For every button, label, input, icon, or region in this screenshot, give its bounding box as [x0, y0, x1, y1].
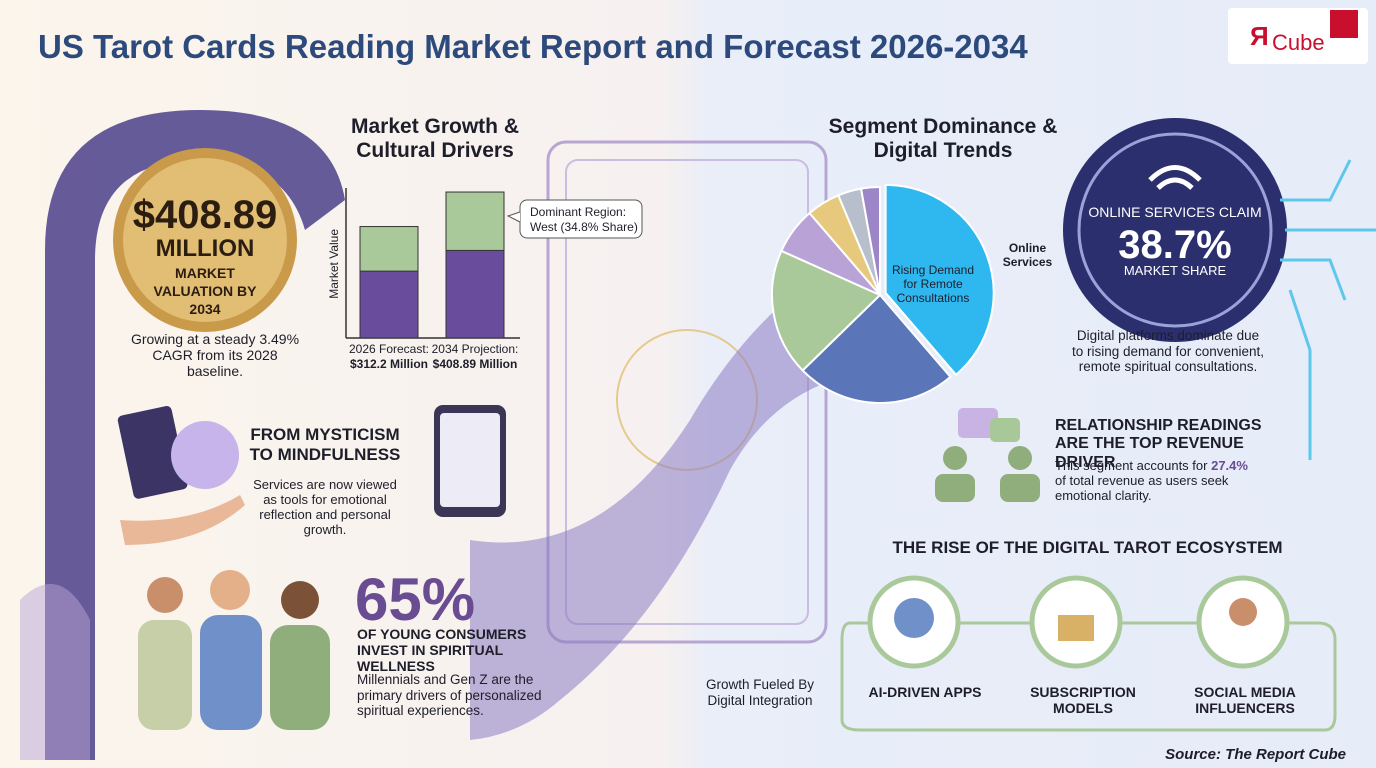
valuation-caption: MARKET VALUATION BY 2034 — [153, 265, 257, 318]
segment-heading: Segment Dominance & Digital Trends — [828, 115, 1058, 163]
logo-text: Cube — [1272, 30, 1325, 55]
valuation-amount: $408.89 — [132, 193, 278, 237]
person-icon — [935, 474, 975, 502]
card-outline — [546, 140, 828, 644]
chat-bubble — [958, 408, 998, 438]
logo-cube — [1330, 10, 1358, 38]
person — [138, 620, 192, 730]
person-icon — [1008, 446, 1032, 470]
growth-heading: Market Growth & Cultural Drivers — [350, 115, 520, 163]
callout-label: Dominant Region: — [530, 205, 627, 219]
mysticism-heading: FROM MYSTICISM TO MINDFULNESS — [249, 425, 401, 464]
callout-pointer — [506, 211, 521, 223]
person — [270, 625, 330, 730]
valuation-unit: MILLION — [155, 235, 255, 262]
mysticism-text: Services are now viewed as tools for emo… — [253, 477, 397, 537]
person-icon — [943, 446, 967, 470]
ecosystem-item: AI-DRIVEN APPS — [868, 684, 982, 700]
influencer-icon — [1229, 598, 1257, 626]
title: US Tarot Cards Reading Market Report and… — [38, 28, 1028, 65]
young-text: Millennials and Gen Z are the primary dr… — [357, 672, 542, 719]
pie-slice — [859, 185, 881, 296]
badge — [123, 158, 287, 322]
source: Source: The Report Cube — [1165, 746, 1346, 763]
pie-slice — [771, 249, 882, 372]
bar-label: 2026 Forecast: — [348, 342, 430, 356]
person — [147, 577, 183, 613]
wifi-icon — [1148, 165, 1202, 190]
tarot-card — [117, 406, 188, 499]
relationship-text: This segment accounts for 27.4% of total… — [1055, 458, 1255, 504]
ecosystem-item: SOCIAL MEDIA INFLUENCERS — [1194, 684, 1296, 717]
online-ring — [1077, 132, 1273, 328]
flower-shade — [20, 584, 90, 760]
legend-entry: Online Services — [1002, 241, 1053, 269]
ribbon — [470, 250, 880, 740]
circuit-lines — [1280, 159, 1376, 460]
young-heading: OF YOUNG CONSUMERS INVEST IN SPIRITUAL W… — [357, 626, 527, 675]
chat-bubble — [990, 418, 1020, 442]
highlight: 27.4% — [1211, 458, 1248, 473]
person — [281, 581, 319, 619]
bar-value-label: $312.2 Million — [349, 357, 429, 371]
online-stat: 38.7% — [1118, 223, 1232, 267]
ecosystem-heading: THE RISE OF THE DIGITAL TAROT ECOSYSTEM — [892, 538, 1283, 557]
online-caption: MARKET SHARE — [1123, 263, 1227, 278]
person-icon — [1000, 474, 1040, 502]
bar-label: 2034 Projection: — [431, 342, 519, 356]
pie-slice — [801, 293, 952, 404]
hand — [120, 495, 245, 545]
bar-lower — [359, 270, 419, 339]
person — [200, 615, 262, 730]
bar-value-label: $408.89 Million — [432, 357, 518, 371]
text: of total revenue as users seek emotional… — [1055, 472, 1229, 503]
relationship-heading: RELATIONSHIP READINGS ARE THE TOP REVENU… — [1055, 417, 1262, 471]
young-stat: 65% — [355, 566, 476, 633]
online-text: Digital platforms dominate due to rising… — [1071, 328, 1265, 375]
valuation-note: Growing at a steady 3.49% CAGR from its … — [130, 331, 300, 380]
pie-slice — [884, 183, 995, 377]
ecosystem-note: Growth Fueled By Digital Integration — [705, 677, 815, 708]
person — [210, 570, 250, 610]
brain-icon — [894, 598, 934, 638]
online-circle — [1063, 118, 1287, 342]
text: This segment accounts for — [1055, 458, 1208, 473]
online-claim: ONLINE SERVICES CLAIM — [1088, 204, 1262, 220]
bar-lower — [445, 249, 505, 339]
slice-label: Rising Demand for Remote Consultations — [891, 263, 975, 305]
card-inner — [565, 159, 809, 625]
phone-screen — [440, 413, 500, 507]
crystal-ball — [171, 421, 239, 489]
callout-value: West (34.8% Share) — [530, 220, 638, 234]
ecosystem-connector — [840, 621, 1337, 732]
axis-label: Market Value — [327, 228, 342, 299]
ecosystem-item: SUBSCRIPTION MODELS — [1030, 684, 1136, 717]
box-icon — [1058, 615, 1094, 641]
logo-mark: Я — [1250, 21, 1269, 51]
